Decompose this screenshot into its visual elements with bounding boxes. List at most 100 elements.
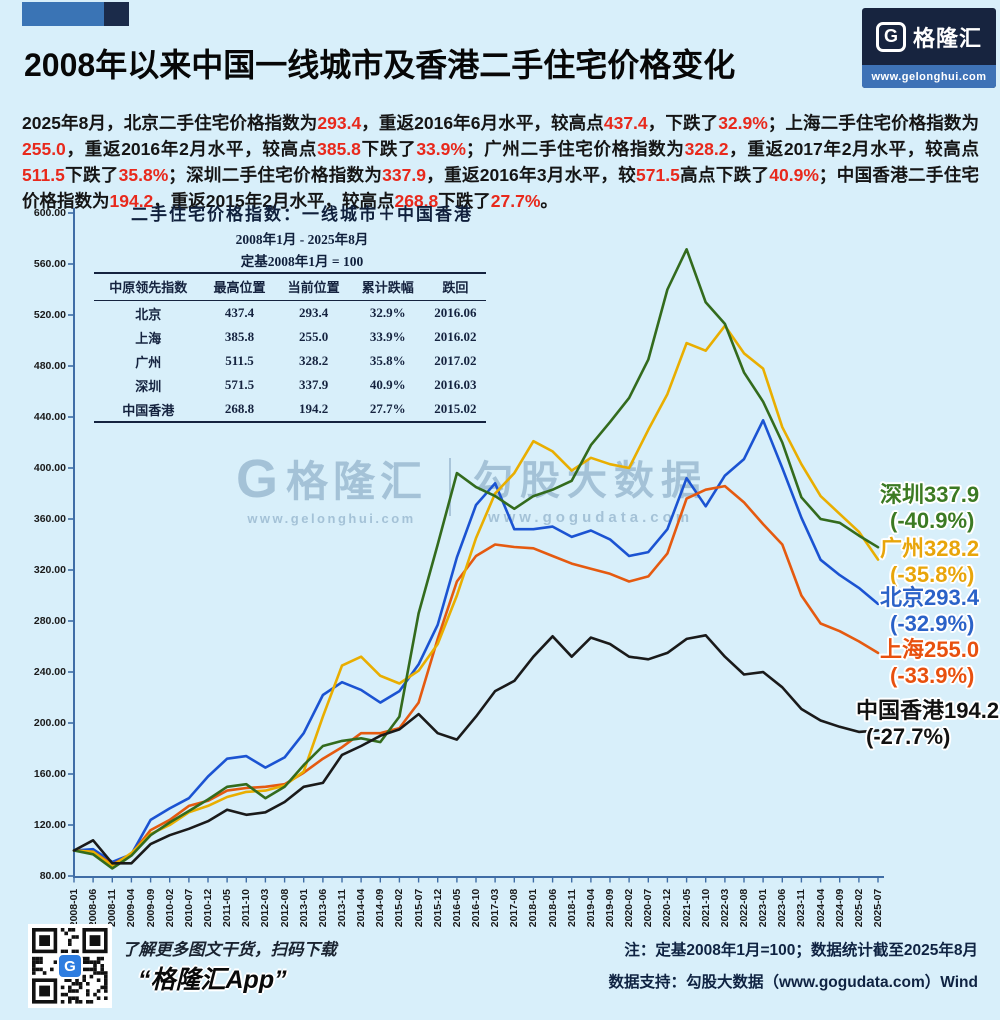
highlight-value: 293.4 — [317, 112, 362, 133]
highlight-value: 32.9% — [718, 112, 768, 133]
series-line-中国香港 — [72, 633, 880, 865]
x-axis-label: 2021-05 — [680, 888, 693, 928]
decorative-bar-navy — [104, 2, 129, 26]
watermark-gelonghui: G 格隆汇 www.gelonghui.com — [236, 448, 427, 527]
x-axis-label: 2015-07 — [412, 888, 425, 928]
x-axis-label: 2024-09 — [833, 888, 846, 928]
footnote-base: 注：定基2008年1月=100；数据统计截至2025年8月 — [624, 942, 978, 959]
x-axis-label: 2012-08 — [278, 888, 291, 928]
table-cell: 268.8 — [202, 397, 277, 423]
end-label-value: 中国香港194.2 — [856, 698, 1000, 723]
intro-text: ；深圳二手住宅价格指数为 — [168, 164, 383, 185]
x-axis-label: 2013-01 — [297, 888, 310, 928]
y-axis-label: 80.00 — [39, 869, 66, 882]
watermark-divider — [449, 458, 452, 516]
table-cell: 2017.02 — [434, 353, 477, 368]
x-axis-label: 2010-02 — [163, 888, 176, 928]
table-cell: 上海 — [135, 330, 162, 346]
table-header: 当前位置 — [276, 272, 351, 301]
table-row: 上海 385.8 255.0 33.9% 2016.02 — [94, 325, 486, 349]
table-cell: 293.4 — [299, 305, 329, 320]
end-label-value: 广州328.2 — [880, 536, 980, 561]
intro-text: 高点下跌了 — [679, 164, 770, 185]
highlight-value: 194.2 — [109, 190, 154, 211]
intro-text: ，下跌了 — [647, 112, 719, 133]
end-label-上海255.0: 上海255.0 (-33.9%) — [880, 637, 979, 689]
x-axis-label: 2017-03 — [489, 888, 502, 928]
x-axis-label: 2025-07 — [872, 888, 884, 928]
logo-brand-text: 格隆汇 — [912, 25, 982, 51]
chart-title: 二手住宅价格指数：一线城市＋中国香港 — [131, 205, 473, 224]
y-axis-label: 120.00 — [33, 818, 66, 831]
series-line-广州 — [72, 324, 880, 868]
x-axis-label: 2013-06 — [316, 888, 329, 928]
table-row: 深圳 571.5 337.9 40.9% 2016.03 — [94, 373, 486, 397]
x-axis-label: 2014-04 — [355, 888, 368, 928]
intro-text: ；上海二手住宅价格指数为 — [767, 112, 980, 133]
x-axis-label: 2013-11 — [336, 889, 348, 927]
y-axis-label: 240.00 — [33, 665, 66, 678]
x-axis-label: 2023-11 — [795, 889, 808, 927]
x-axis-label: 2009-04 — [125, 888, 138, 928]
end-label-value: 深圳337.9 — [880, 482, 980, 507]
table-header: 最高位置 — [202, 272, 277, 301]
end-label-深圳337.9: 深圳337.9 (-40.9%) — [880, 482, 979, 534]
chart-base-note: 定基2008年1月 = 100 — [240, 254, 364, 269]
svg-text:G: G — [64, 958, 76, 975]
x-axis-label: 2010-07 — [182, 888, 195, 928]
y-axis-label: 160.00 — [33, 767, 66, 780]
table-cell: 2016.06 — [434, 305, 477, 320]
x-axis-label: 2018-11 — [565, 889, 578, 927]
x-axis-label: 2011-10 — [240, 889, 253, 927]
table-cell: 40.9% — [369, 377, 406, 392]
series-line-北京 — [72, 418, 880, 864]
x-axis-label: 2010-12 — [202, 888, 214, 928]
table-cell: 中国香港 — [94, 397, 203, 423]
y-axis-label: 200.00 — [33, 716, 66, 729]
x-axis-label: 2025-02 — [852, 888, 865, 928]
y-axis-label: 280.00 — [33, 614, 66, 627]
x-axis-label: 2018-01 — [527, 888, 540, 928]
intro-text: 下跌了 — [64, 164, 119, 185]
end-label-change: (-40.9%) — [890, 508, 975, 533]
highlight-value: 437.4 — [603, 112, 648, 133]
qr-code: G — [28, 924, 112, 1008]
x-axis-label: 2018-06 — [546, 888, 559, 928]
logo-top: G 格隆汇 — [862, 8, 996, 65]
watermark-gogudata: 勾股大数据 www.gogudata.com — [473, 448, 708, 526]
x-axis-label: 2008-11 — [106, 889, 119, 927]
x-axis-label: 2016-05 — [450, 888, 463, 928]
table-cell: 194.2 — [276, 397, 351, 423]
watermark-partner: 勾股大数据 — [473, 459, 709, 503]
table-header: 中原领先指数 — [94, 272, 203, 301]
y-axis-label: 560.00 — [33, 257, 66, 270]
end-label-广州328.2: 广州328.2 (-35.8%) — [880, 536, 979, 588]
y-axis-label: 440.00 — [33, 410, 66, 423]
intro-text: ，重返2016年2月水平，较高点 — [65, 138, 318, 159]
highlight-value: 268.8 — [394, 190, 439, 211]
table-cell: 511.5 — [225, 353, 254, 368]
end-label-change: (-27.7%) — [866, 724, 951, 749]
logo-url: www.gelonghui.com — [862, 65, 996, 88]
table-cell: 深圳 — [135, 378, 162, 394]
end-label-change: (-35.8%) — [890, 562, 975, 587]
y-axis-label: 520.00 — [33, 308, 66, 321]
highlight-value: 571.5 — [636, 164, 680, 185]
intro-text: 下跌了 — [438, 190, 491, 211]
end-label-change: (-32.9%) — [890, 611, 975, 636]
highlight-value: 255.0 — [22, 138, 66, 159]
end-label-北京293.4: 北京293.4 (-32.9%) — [880, 585, 979, 637]
x-axis-label: 2014-09 — [374, 888, 387, 928]
x-axis-label: 2023-01 — [757, 888, 770, 928]
watermark-brand-url: www.gelonghui.com — [247, 511, 416, 526]
x-axis-label: 2015-12 — [431, 888, 444, 928]
gelonghui-logo: G 格隆汇 www.gelonghui.com — [862, 8, 996, 88]
table-cell: 33.9% — [369, 329, 406, 344]
x-axis-label: 2016-10 — [470, 888, 482, 928]
highlight-value: 27.7% — [490, 190, 541, 211]
table-row: 中国香港 268.8 194.2 27.7% 2015.02 — [94, 397, 486, 423]
end-label-change: (-33.9%) — [890, 663, 975, 688]
table-cell: 北京 — [135, 306, 162, 322]
